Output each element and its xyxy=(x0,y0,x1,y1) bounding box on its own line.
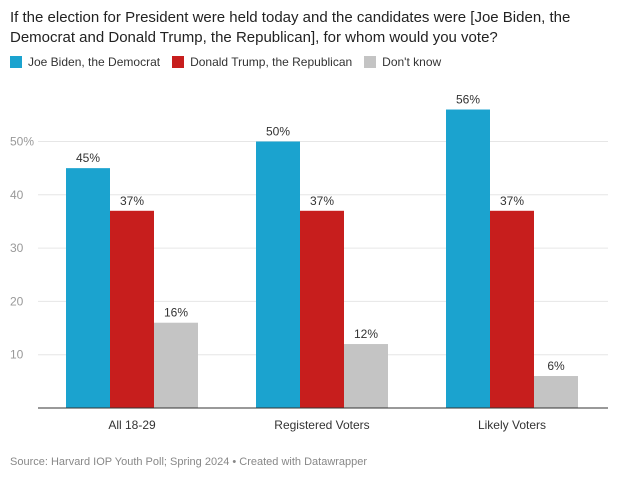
legend-swatch-dont-know xyxy=(364,56,377,68)
legend-label-dont-know: Don't know xyxy=(382,55,442,69)
bar-value-label-1-0: 50% xyxy=(266,125,290,139)
y-tick-label-50: 50% xyxy=(10,135,34,149)
bar-value-label-0-1: 37% xyxy=(120,194,144,208)
legend-label-trump: Donald Trump, the Republican xyxy=(190,55,353,69)
chart-title: If the election for President were held … xyxy=(10,9,571,46)
y-tick-label-40: 40 xyxy=(10,188,24,202)
bar-2-1 xyxy=(490,210,534,408)
bar-2-0 xyxy=(446,109,490,409)
y-tick-label-30: 30 xyxy=(10,241,24,255)
legend-item-dont-know: Don't know xyxy=(364,55,441,69)
bar-1-0 xyxy=(256,141,300,408)
bar-0-0 xyxy=(66,168,110,408)
legend-swatch-trump xyxy=(172,56,185,68)
x-category-label-1: Registered Voters xyxy=(274,418,369,432)
bar-value-label-2-0: 56% xyxy=(456,93,480,107)
bar-value-label-1-1: 37% xyxy=(310,194,334,208)
legend-item-biden: Joe Biden, the Democrat xyxy=(10,55,160,69)
bar-0-2 xyxy=(154,322,198,408)
bar-1-1 xyxy=(300,210,344,408)
bar-2-2 xyxy=(534,376,578,408)
bar-value-label-0-0: 45% xyxy=(76,151,100,165)
bar-0-1 xyxy=(110,210,154,408)
y-tick-label-10: 10 xyxy=(10,348,24,362)
bar-value-label-1-2: 12% xyxy=(354,327,378,341)
legend: Joe Biden, the Democrat Donald Trump, th… xyxy=(10,55,453,69)
bar-value-label-0-2: 16% xyxy=(164,306,188,320)
x-category-label-2: Likely Voters xyxy=(478,418,546,432)
x-category-label-0: All 18-29 xyxy=(108,418,156,432)
bar-value-label-2-2: 6% xyxy=(547,359,565,373)
legend-swatch-biden xyxy=(10,56,22,68)
bar-1-2 xyxy=(344,344,388,408)
bar-value-label-2-1: 37% xyxy=(500,194,524,208)
y-tick-label-20: 20 xyxy=(10,294,24,308)
source-footer: Source: Harvard IOP Youth Poll; Spring 2… xyxy=(10,456,368,468)
legend-label-biden: Joe Biden, the Democrat xyxy=(28,55,161,69)
legend-item-trump: Donald Trump, the Republican xyxy=(172,55,352,69)
